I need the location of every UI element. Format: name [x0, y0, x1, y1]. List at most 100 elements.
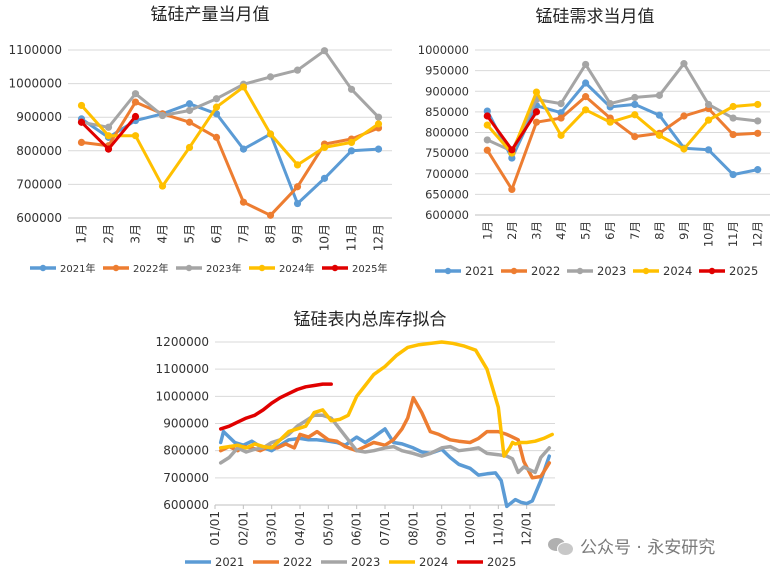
data-point [185, 100, 194, 108]
data-point [729, 102, 737, 111]
data-point [239, 83, 248, 91]
data-point [131, 98, 140, 106]
x-tick-label: 06/01 [350, 511, 364, 546]
data-point [293, 183, 302, 191]
data-point [374, 120, 383, 128]
data-point [266, 211, 275, 219]
x-tick-label: 5月 [183, 224, 197, 244]
x-tick-label: 08/01 [406, 511, 420, 546]
y-tick-label: 1000000 [418, 43, 469, 57]
series-line [485, 62, 760, 153]
legend-marker [576, 267, 584, 275]
data-point [754, 117, 762, 125]
y-tick-label: 1100000 [156, 362, 209, 376]
x-tick-label: 7月 [628, 221, 642, 240]
watermark: 公众号 · 永安研究 [548, 528, 715, 562]
data-point [631, 100, 639, 109]
data-point [483, 121, 491, 129]
data-point [655, 91, 663, 99]
legend-label: 2024 [663, 264, 692, 278]
data-point [266, 130, 275, 138]
y-tick-label: 700000 [163, 471, 209, 485]
data-point [754, 129, 762, 137]
x-tick-label: 9月 [291, 224, 305, 244]
plot-area: 600000 700000 800000 900000 1000000 1100000 12… [156, 335, 555, 546]
data-point [131, 90, 140, 98]
legend: 2021年 2022年 2023年 2024年 2025年 [30, 262, 387, 275]
data-point [655, 111, 663, 119]
data-point [185, 106, 194, 115]
y-tick-label: 800000 [163, 444, 209, 458]
x-tick-label: 2月 [102, 224, 116, 244]
legend-label: 2022 [531, 264, 560, 278]
series-line [485, 95, 760, 191]
data-point [606, 100, 614, 108]
legend-label: 2023 [351, 555, 380, 569]
data-point [582, 60, 590, 69]
data-point [729, 130, 737, 139]
legend-label: 2024 [419, 555, 448, 569]
data-point [754, 100, 762, 109]
x-tick-label: 10月 [702, 221, 716, 247]
data-point [131, 112, 140, 121]
legend-label: 2021年 [60, 262, 95, 275]
data-point [158, 182, 167, 190]
data-point [212, 95, 221, 103]
chart-demand: 锰硅需求当月值 600000 650000 700000 750000 800000 85… [418, 7, 770, 278]
chart-title: 锰硅产量当月值 [151, 5, 270, 25]
x-tick-label: 2月 [505, 221, 519, 240]
y-tick-label: 1000000 [156, 389, 209, 403]
x-tick-label: 9月 [677, 221, 691, 240]
data-point [374, 113, 383, 121]
x-tick-label: 7月 [237, 224, 251, 244]
x-tick-label: 09/01 [435, 511, 449, 546]
data-point [729, 170, 737, 179]
legend-label: 2022 [283, 555, 312, 569]
legend-label: 2021 [215, 555, 244, 569]
series-line [218, 340, 554, 458]
x-tick-label: 11月 [726, 221, 740, 247]
data-point [320, 174, 329, 182]
legend-marker [39, 264, 47, 272]
x-tick-label: 8月 [652, 221, 666, 240]
data-point [483, 146, 491, 154]
data-point [631, 111, 639, 119]
x-tick-label: 01/01 [208, 511, 222, 546]
data-point [320, 47, 329, 55]
data-point [185, 143, 194, 152]
watermark-text: 公众号 · 永安研究 [580, 537, 716, 558]
data-point [483, 112, 491, 120]
data-point [266, 73, 275, 81]
data-point [347, 147, 356, 155]
legend-label: 2024年 [279, 262, 314, 275]
y-tick-label: 700000 [16, 177, 62, 191]
y-tick-label: 900000 [425, 84, 469, 98]
data-point [239, 145, 248, 153]
y-tick-label: 600000 [16, 211, 62, 225]
legend-label: 2023年 [206, 262, 241, 275]
data-point [729, 114, 737, 122]
data-point [293, 66, 302, 74]
data-point [508, 185, 516, 194]
x-tick-label: 11月 [345, 224, 359, 251]
data-point [347, 138, 356, 146]
y-tick-label: 1000000 [9, 77, 62, 91]
data-point [631, 93, 639, 102]
x-tick-label: 04/01 [293, 511, 307, 546]
x-tick-label: 03/01 [265, 511, 279, 546]
data-point [212, 103, 221, 111]
series-line [218, 413, 552, 475]
series-line [485, 90, 760, 155]
series-line [80, 49, 380, 129]
series-line [80, 100, 380, 217]
y-tick-label: 600000 [425, 208, 469, 222]
data-point [77, 118, 86, 126]
data-point [582, 93, 590, 101]
data-point [212, 133, 221, 141]
data-point [704, 146, 713, 154]
y-tick-label: 850000 [425, 105, 469, 119]
legend-label: 2025 [487, 555, 516, 569]
y-tick-label: 600000 [163, 498, 209, 512]
data-point [185, 118, 194, 126]
y-tick-label: 1200000 [156, 335, 209, 349]
